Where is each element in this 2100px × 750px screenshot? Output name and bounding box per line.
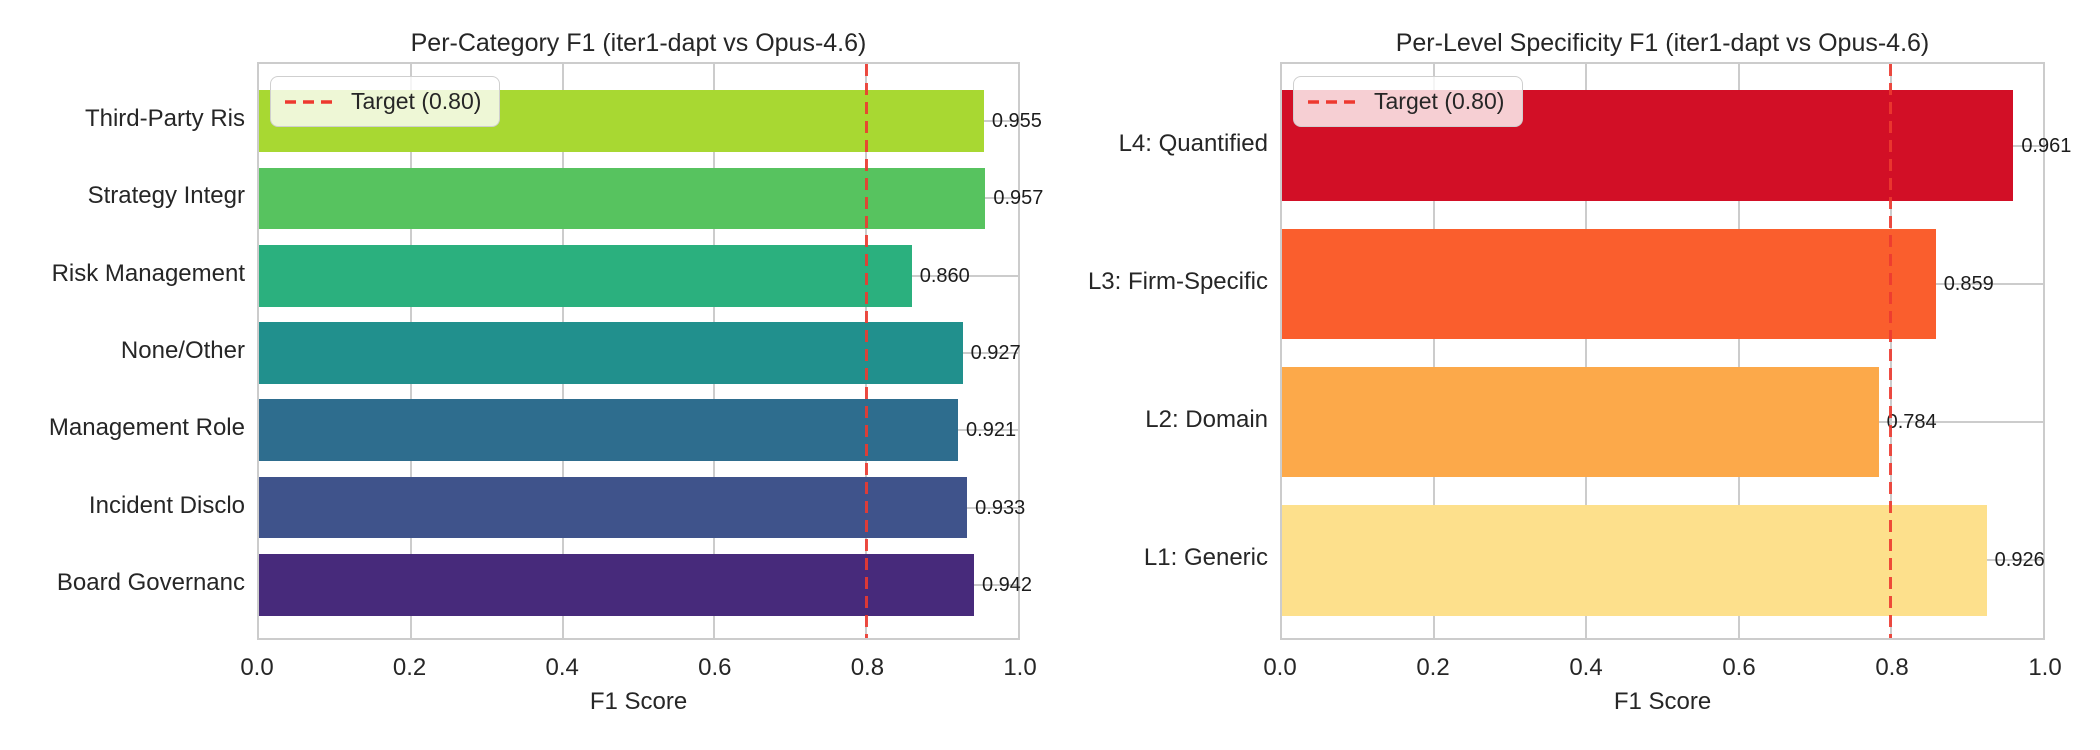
bar-l3-firm-specific: [1282, 228, 1936, 340]
bar-none-other: [259, 322, 963, 384]
x-tick-label: 1.0: [1003, 654, 1037, 681]
plot-area: Target (0.80) 0.955 0.957 0.860 0.927 0.921 0…: [257, 62, 1043, 640]
target-line: [864, 64, 868, 638]
bar-value-label: 0.955: [991, 110, 1042, 133]
gridline-vertical: [1585, 64, 1588, 638]
legend-label: Target (0.80): [1374, 88, 1505, 114]
bar-value-label: 0.961: [2021, 134, 2072, 157]
bar-value-label: 0.860: [919, 264, 970, 287]
x-tick-label: 0.6: [1722, 654, 1756, 681]
x-tick-label: 0.2: [1416, 654, 1450, 681]
bar-risk-management: [259, 244, 912, 307]
chart-title: Per-Category F1 (iter1-dapt vs Opus-4.6): [410, 29, 867, 57]
x-tick-label: 0.8: [850, 654, 885, 681]
bar-value-label: 0.784: [1886, 411, 1937, 434]
y-tick-label: Incident Disclo: [88, 491, 245, 519]
legend-dash-sample: [1308, 99, 1356, 104]
bar-value-label: 0.942: [981, 573, 1033, 596]
x-tick-label: 1.0: [2028, 654, 2062, 681]
bar-value-label: 0.933: [975, 496, 1026, 519]
x-tick-label: 0.0: [1263, 654, 1297, 681]
gridline-vertical: [1737, 64, 1740, 638]
x-axis-label: F1 Score: [1613, 688, 1712, 715]
bar-board-governanc: [259, 553, 974, 616]
bar-value-label: 0.957: [993, 187, 1044, 210]
bar-strategy-integr: [259, 167, 986, 230]
x-tick-label: 0.4: [545, 654, 579, 681]
legend: Target (0.80): [270, 76, 501, 127]
y-tick-label: Board Governanc: [56, 568, 245, 596]
legend-label: Target (0.80): [351, 88, 482, 114]
y-tick-label: Third-Party Ris: [84, 105, 245, 133]
y-tick-label: L4: Quantified: [1118, 129, 1268, 157]
x-tick-label: 0.0: [240, 654, 274, 681]
bar-value-label: 0.859: [1943, 272, 1994, 295]
bar-l2-domain: [1282, 366, 1879, 478]
y-tick-label: L2: Domain: [1145, 406, 1268, 434]
y-tick-label: Management Role: [48, 414, 245, 442]
x-tick-label: 0.6: [698, 654, 732, 681]
x-tick-label: 0.4: [1569, 654, 1603, 681]
legend: Target (0.80): [1293, 76, 1524, 127]
bar-value-label: 0.921: [966, 419, 1017, 442]
y-tick-label: L3: Firm-Specific: [1087, 267, 1268, 295]
bar-value-label: 0.927: [970, 342, 1021, 364]
bar-management-role: [259, 399, 959, 462]
bar-incident-disclo: [259, 476, 968, 539]
bar-value-label: 0.926: [1994, 549, 2045, 572]
chart-title: Per-Level Specificity F1 (iter1-dapt vs …: [1395, 29, 1930, 57]
y-tick-label: Risk Management: [51, 259, 245, 287]
y-tick-label: Strategy Integr: [87, 182, 245, 210]
y-tick-label: L1: Generic: [1143, 544, 1268, 572]
target-line: [1889, 64, 1893, 638]
x-tick-label: 0.2: [392, 654, 427, 681]
gridline-vertical: [1433, 64, 1436, 638]
legend-dash-sample: [285, 99, 333, 104]
plot-area: Target (0.80) 0.961 0.859 0.784 0.926: [1280, 62, 2071, 640]
x-tick-label: 0.8: [1875, 654, 1909, 681]
x-axis-label: F1 Score: [589, 688, 688, 715]
y-tick-label: None/Other: [120, 337, 245, 364]
bar-l1-generic: [1282, 505, 1987, 616]
